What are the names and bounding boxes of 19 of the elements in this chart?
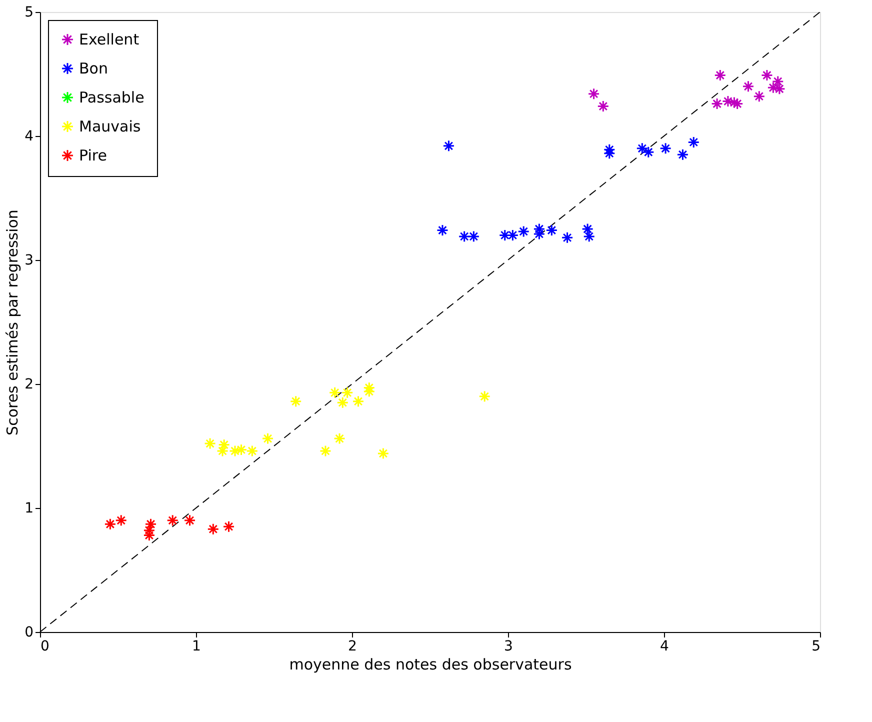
x-tick-label: 0: [40, 638, 50, 654]
y-tick-label: 4: [24, 128, 34, 144]
y-tick-label: 5: [24, 4, 34, 20]
x-axis-title: moyenne des notes des observateurs: [289, 656, 572, 674]
y-tick-label: 0: [24, 624, 34, 640]
legend-label: Mauvais: [79, 118, 141, 136]
x-tick-label: 5: [812, 638, 820, 654]
legend-label: Pire: [79, 146, 107, 164]
y-tick-label: 2: [24, 376, 34, 392]
legend-label: Bon: [79, 60, 108, 78]
legend-label: Passable: [79, 88, 144, 106]
x-tick-label: 4: [660, 638, 670, 654]
x-tick-label: 1: [192, 638, 201, 654]
x-tick-label: 3: [504, 638, 513, 654]
y-tick-label: 1: [24, 500, 34, 516]
y-tick-label: 3: [24, 252, 34, 268]
legend-label: Exellent: [79, 30, 140, 48]
x-tick-label: 2: [348, 638, 357, 654]
y-axis-title: Scores estimés par regression: [4, 210, 22, 436]
